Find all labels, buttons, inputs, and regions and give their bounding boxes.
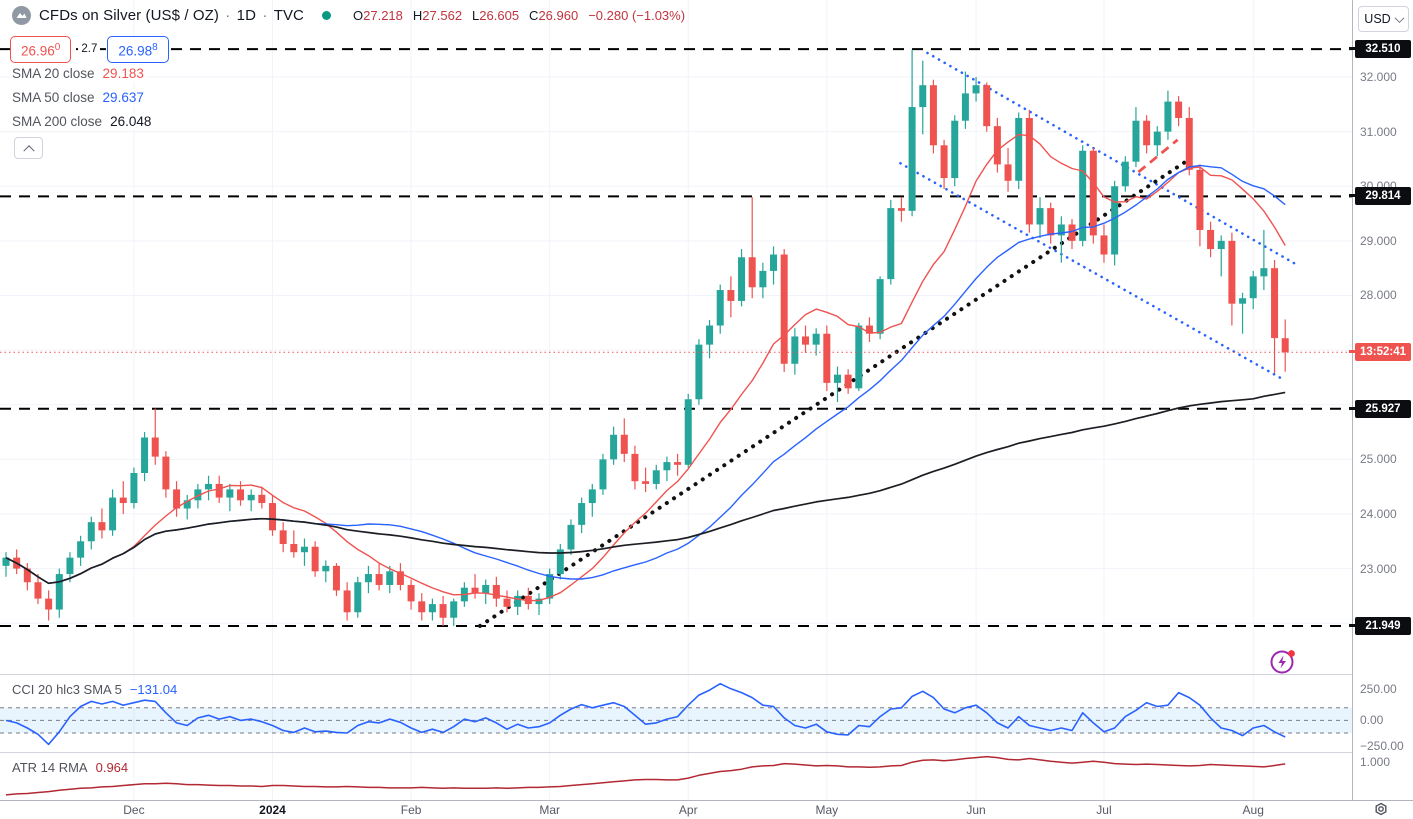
price-tick-label: 32.000 [1360,70,1397,84]
settings-icon[interactable] [1372,802,1390,818]
spread-value: 2.7 [78,43,101,56]
time-axis-month-label: Dec [123,803,145,817]
sma200-value: 26.048 [110,114,152,129]
time-axis-month-label: Feb [400,803,422,817]
sma50-value: 29.637 [102,90,144,105]
collapse-legend-button[interactable] [14,137,43,159]
separator: · [221,7,235,24]
time-axis-year-label: 2024 [259,803,286,817]
legend-sma50[interactable]: SMA 50 close 29.637 [12,89,148,106]
timeframe[interactable]: 1D [236,7,257,24]
countdown-badge[interactable]: 13:52:41 [1349,343,1411,362]
change-value: −0.280 (−1.03%) [588,8,686,23]
buy-button[interactable]: 26.988 [107,36,169,63]
price-chart-canvas[interactable] [0,0,1352,800]
high-value: 27.562 [422,8,463,23]
exchange: TVC [273,7,304,24]
cci-tick-label: −250.00 [1360,739,1404,753]
symbol-title[interactable]: CFDs on Silver (US$ / OZ) · 1D · TVC [39,7,304,24]
price-level-badge[interactable]: 25.927 [1349,399,1411,418]
symbol-header: CFDs on Silver (US$ / OZ) · 1D · TVC O27… [12,6,685,25]
price-tick-label: 29.000 [1360,233,1397,248]
legend-cci[interactable]: CCI 20 hlc3 SMA 5 −131.04 [12,682,182,697]
price-level-badge[interactable]: 29.814 [1349,187,1411,206]
time-axis-month-label: Mar [539,803,560,817]
time-axis-month-label: May [815,803,839,817]
symbol-logo-icon [12,6,31,25]
price-axis[interactable]: USD 32.000 31.000 30.000 29.000 28.000 25.000… [1349,0,1413,800]
time-axis-month-label: Jun [966,803,986,817]
legend-sma200[interactable]: SMA 200 close 26.048 [12,113,156,130]
open-value: 27.218 [363,8,403,23]
time-axis-month-label: Aug [1242,803,1264,817]
time-axis-month-label: Apr [678,803,698,817]
price-level-badge[interactable]: 32.510 [1349,40,1411,59]
price-level-badge[interactable]: 21.949 [1349,616,1411,635]
ohlc-values: O27.218 H27.562 L26.605 C26.960 −0.280 (… [353,8,686,23]
atr-tick-label: 1.000 [1360,755,1391,770]
quote-row: 26.960 2.7 26.988 [10,36,169,63]
market-status-dot[interactable] [322,11,331,20]
atr-value: 0.964 [95,760,129,775]
sma20-value: 29.183 [102,66,144,81]
price-tick-label: 24.000 [1360,506,1397,521]
legend-sma20[interactable]: SMA 20 close 29.183 [12,65,148,82]
sell-button[interactable]: 26.960 [10,36,72,63]
chevron-down-icon [1394,12,1405,23]
chevron-up-icon [22,145,35,157]
legend-atr[interactable]: ATR 14 RMA 0.964 [12,760,133,775]
cci-tick-label: 0.00 [1360,713,1384,728]
cci-value: −131.04 [129,682,178,697]
time-axis-month-label: Jul [1096,803,1112,817]
low-value: 26.605 [479,8,520,23]
separator: · [258,7,272,24]
close-value: 26.960 [538,8,579,23]
price-tick-label: 31.000 [1360,124,1397,139]
lightning-icon[interactable] [1268,646,1298,676]
time-axis[interactable]: Dec 2024 Feb Mar Apr May Jun Jul Aug [0,800,1413,819]
currency-selector[interactable]: USD [1358,6,1409,32]
price-tick-label: 28.000 [1360,288,1397,303]
price-tick-label: 25.000 [1360,452,1397,467]
price-tick-label: 23.000 [1360,561,1397,576]
cci-tick-label: 250.00 [1360,681,1397,696]
